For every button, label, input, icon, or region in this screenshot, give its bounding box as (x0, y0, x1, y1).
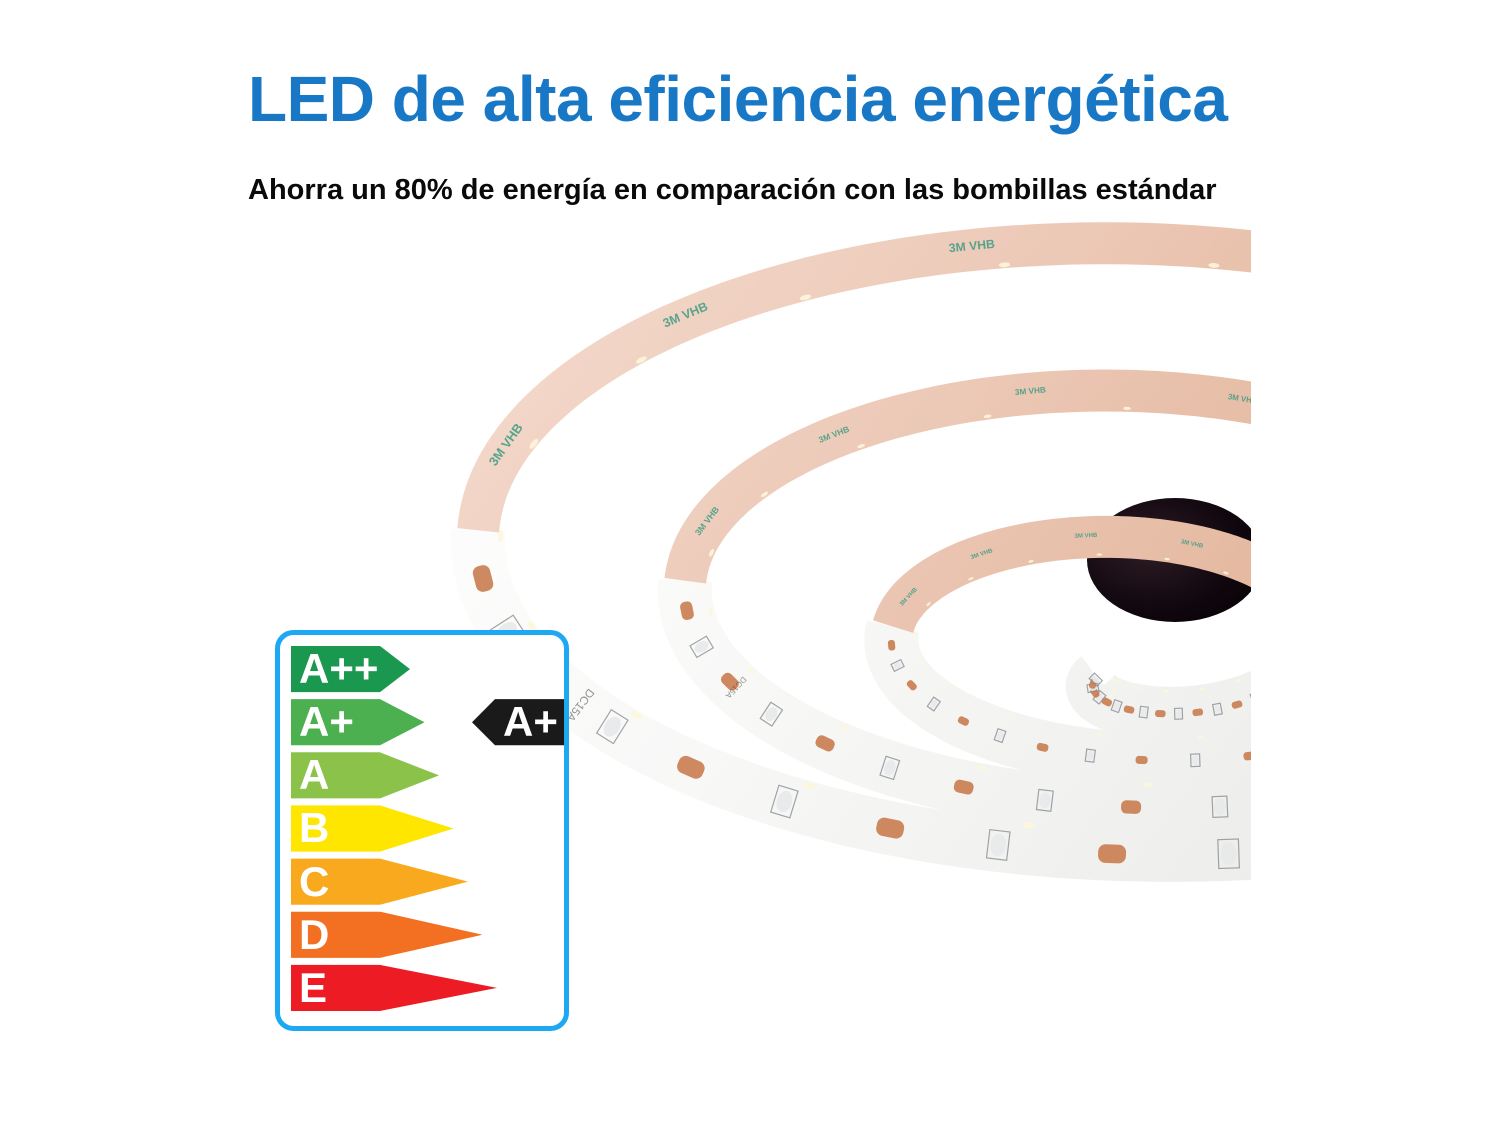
svg-text:3M VHB: 3M VHB (1402, 442, 1432, 464)
svg-text:3M VHB: 3M VHB (1266, 242, 1313, 262)
svg-text:A+: A+ (299, 698, 354, 745)
svg-text:A++: A++ (299, 645, 378, 692)
svg-text:3M VHB: 3M VHB (1307, 605, 1321, 629)
svg-text:A: A (299, 751, 329, 798)
svg-text:D: D (299, 911, 329, 958)
svg-text:C: C (299, 858, 329, 905)
svg-text:B: B (299, 804, 329, 851)
svg-text:3M VHB: 3M VHB (1075, 533, 1099, 540)
svg-text:E: E (299, 964, 327, 1011)
svg-text:3M VHB: 3M VHB (1262, 566, 1285, 583)
svg-text:A+: A+ (503, 698, 558, 745)
